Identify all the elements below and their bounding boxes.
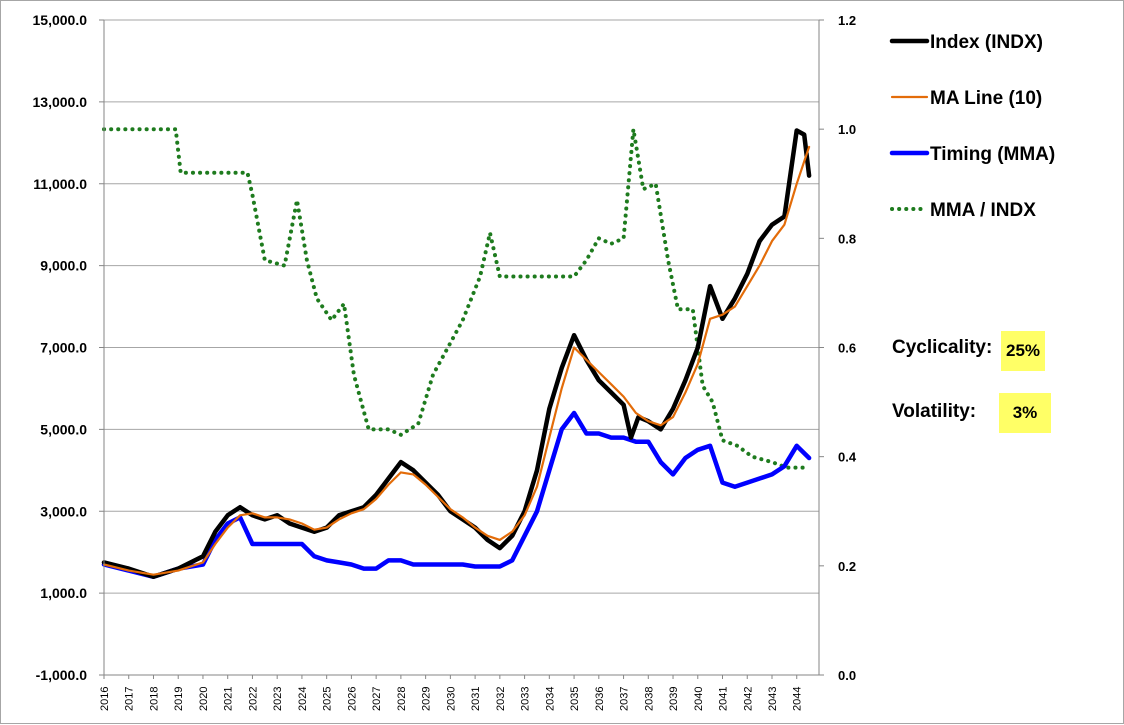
y-left-tick-label: 1,000.0	[40, 585, 87, 601]
x-tick-label: 2034	[544, 687, 556, 711]
x-tick-label: 2040	[693, 687, 705, 711]
y-left-tick-label: -1,000.0	[36, 667, 88, 683]
x-tick-label: 2032	[495, 687, 507, 711]
series-line-index-indx	[101, 128, 812, 580]
y-left-tick-label: 15,000.0	[33, 12, 88, 28]
series-line-ma-line-10	[102, 145, 811, 576]
legend-label: Index (INDX)	[930, 32, 1043, 53]
series-layer	[101, 127, 812, 580]
x-tick-label: 2041	[718, 687, 730, 711]
x-tick-label: 2028	[396, 687, 408, 711]
x-tick-label: 2033	[520, 687, 532, 711]
cyclicality-label: Cyclicality:	[892, 337, 993, 358]
y-left-tick-label: 5,000.0	[40, 421, 87, 437]
y-right-tick-label: 1.0	[838, 122, 856, 137]
x-tick-label: 2044	[792, 687, 804, 711]
y-right-tick-label: 1.2	[838, 13, 856, 28]
x-tick-label: 2029	[421, 687, 433, 711]
x-tick-label: 2038	[643, 687, 655, 711]
grid-lines	[104, 19, 819, 676]
volatility-value: 3%	[999, 393, 1051, 433]
x-tick-label: 2025	[322, 687, 334, 711]
x-tick-label: 2024	[297, 687, 309, 711]
legend: Index (INDX) MA Line (10) Timing (MMA) MMA …	[889, 32, 1055, 221]
x-tick-label: 2030	[445, 687, 457, 711]
x-tick-label: 2031	[470, 687, 482, 711]
y-left-tick-label: 13,000.0	[33, 94, 88, 110]
x-tick-label: 2023	[272, 687, 284, 711]
x-tick-label: 2019	[173, 687, 185, 711]
x-tick-label: 2017	[124, 687, 136, 711]
x-tick-label: 2037	[619, 687, 631, 711]
x-tick-label: 2021	[223, 687, 235, 711]
series-line-mma-indx	[102, 127, 812, 470]
legend-label: MMA / INDX	[930, 200, 1036, 221]
x-tick-label: 2016	[99, 687, 111, 711]
x-tick-label: 2020	[198, 687, 210, 711]
x-tick-label: 2042	[742, 687, 754, 711]
volatility-label: Volatility:	[892, 401, 977, 422]
legend-label: MA Line (10)	[930, 88, 1042, 109]
x-tick-label: 2027	[371, 687, 383, 711]
y-left-tick-label: 11,000.0	[33, 176, 87, 192]
y-right-tick-label: 0.8	[838, 231, 856, 246]
x-tick-label: 2035	[569, 687, 581, 711]
y-left-tick-label: 7,000.0	[40, 340, 87, 356]
legend-label: Timing (MMA)	[930, 144, 1055, 165]
x-tick-label: 2026	[346, 687, 358, 711]
y-right-tick-label: 0.4	[838, 450, 857, 465]
x-tick-label: 2018	[148, 687, 160, 711]
y-left-tick-label: 3,000.0	[40, 503, 87, 519]
x-tick-label: 2022	[247, 687, 259, 711]
y-right-tick-label: 0.0	[838, 668, 856, 683]
series-line-timing-mma	[101, 410, 812, 580]
x-tick-label: 2036	[594, 687, 606, 711]
y-right-tick-label: 0.6	[838, 341, 856, 356]
axis-layer: -1,000.0 1,000.0 3,000.0 5,000.0 7,000.0 9,00…	[33, 12, 857, 711]
x-tick-label: 2043	[767, 687, 779, 711]
cyclicality-value: 25%	[1001, 331, 1045, 371]
y-right-tick-label: 0.2	[838, 559, 856, 574]
y-left-tick-label: 9,000.0	[40, 258, 87, 274]
x-tick-label: 2039	[668, 687, 680, 711]
